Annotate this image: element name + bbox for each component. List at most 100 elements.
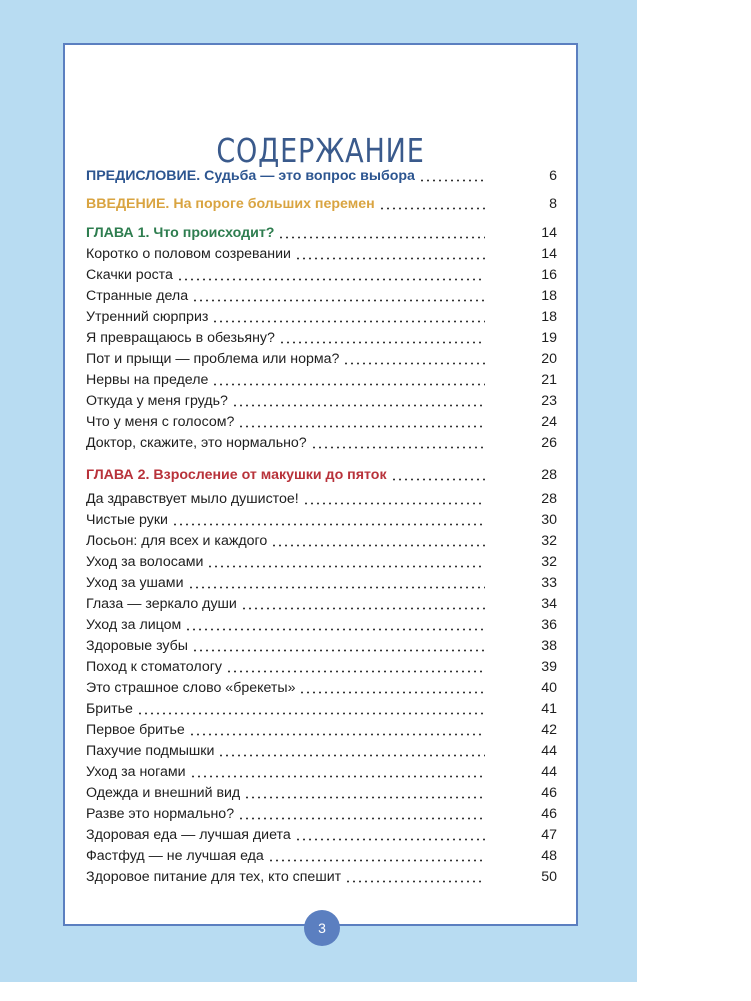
toc-entry[interactable]: Коротко о половом созревании 14 [86, 244, 557, 265]
leader-dots [278, 334, 485, 344]
page-ref: 28 [541, 467, 557, 483]
page-ref: 47 [541, 827, 557, 843]
toc-entry[interactable]: Что у меня с голосом? 24 [86, 412, 557, 433]
page-title: СОДЕРЖАНИЕ [216, 131, 425, 170]
entry-title: Здоровая еда — лучшая диета [86, 827, 291, 843]
toc-entry[interactable]: Утренний сюрприз 18 [86, 307, 557, 328]
toc-entry[interactable]: Первое бритье 42 [86, 720, 557, 741]
page-ref: 21 [541, 372, 557, 388]
page-ref: 33 [541, 575, 557, 591]
entry-title: Бритье [86, 701, 133, 717]
entry-title: Скачки роста [86, 267, 173, 283]
toc-entry[interactable]: Уход за ушами 33 [86, 573, 557, 594]
leader-dots [294, 250, 485, 260]
page-ref: 42 [541, 722, 557, 738]
heading-text: На пороге больших перемен [173, 196, 375, 212]
leader-dots [294, 831, 485, 841]
toc-entry[interactable]: Нервы на пределе 21 [86, 370, 557, 391]
toc-entry[interactable]: Бритье 41 [86, 699, 557, 720]
toc-entry[interactable]: Пот и прыщи — проблема или норма? 20 [86, 349, 557, 370]
toc-entry[interactable]: Да здравствует мыло душистое! 28 [86, 489, 557, 510]
toc-entry[interactable]: Пахучие подмышки 44 [86, 741, 557, 762]
toc-chapter-2[interactable]: ГЛАВА 2. Взросление от макушки до пяток 2… [86, 465, 557, 486]
toc-preface[interactable]: ПРЕДИСЛОВИЕ. Судьба — это вопрос выбора 6 [86, 166, 557, 187]
toc-entry[interactable]: Разве это нормально? 46 [86, 804, 557, 825]
page-ref: 26 [541, 435, 557, 451]
leader-dots [185, 621, 485, 631]
entry-title: Разве это нормально? [86, 806, 235, 822]
toc-entry[interactable]: Поход к стоматологу 39 [86, 657, 557, 678]
toc-entry[interactable]: Чистые руки 30 [86, 510, 557, 531]
entry-title: Уход за ушами [86, 575, 184, 591]
toc-entry[interactable]: Здоровое питание для тех, кто спешит 50 [86, 867, 557, 888]
heading-text: Взросление от макушки до пяток [153, 467, 387, 483]
toc-entry[interactable]: Откуда у меня грудь? 23 [86, 391, 557, 412]
heading-label: ВВЕДЕНИЕ. [86, 196, 170, 212]
leader-dots [225, 663, 485, 673]
entry-title: Пахучие подмышки [86, 743, 215, 759]
page-ref: 48 [541, 848, 557, 864]
page-ref: 28 [541, 491, 557, 507]
page-ref: 20 [541, 351, 557, 367]
toc-entry[interactable]: Уход за лицом 36 [86, 615, 557, 636]
leader-dots [212, 376, 485, 386]
page-ref: 40 [541, 680, 557, 696]
page-ref: 36 [541, 617, 557, 633]
page-ref: 14 [541, 246, 557, 262]
entry-title: Это страшное слово «брекеты» [86, 680, 296, 696]
page-ref: 8 [549, 196, 557, 212]
toc-entry[interactable]: Я превращаюсь в обезьяну? 19 [86, 328, 557, 349]
entry-title: Первое бритье [86, 722, 185, 738]
toc-entry[interactable]: Это страшное слово «брекеты» 40 [86, 678, 557, 699]
toc-entry[interactable]: Уход за ногами 44 [86, 762, 557, 783]
toc-entry[interactable]: Одежда и внешний вид 46 [86, 783, 557, 804]
page-ref: 24 [541, 414, 557, 430]
toc-entry[interactable]: Доктор, скажите, это нормально? 26 [86, 433, 557, 454]
leader-dots [212, 313, 485, 323]
leader-dots [271, 537, 485, 547]
toc-entry[interactable]: Уход за волосами 32 [86, 552, 557, 573]
entry-title: Откуда у меня грудь? [86, 393, 228, 409]
page-ref: 46 [541, 785, 557, 801]
entry-title: Нервы на пределе [86, 372, 209, 388]
page-ref: 34 [541, 596, 557, 612]
entry-title: Лосьон: для всех и каждого [86, 533, 268, 549]
page-ref: 50 [541, 869, 557, 885]
toc-entry[interactable]: Здоровая еда — лучшая диета 47 [86, 825, 557, 846]
leader-dots [238, 810, 485, 820]
toc-entry[interactable]: Глаза — зеркало души 34 [86, 594, 557, 615]
entry-title: Что у меня с голосом? [86, 414, 235, 430]
leader-dots [345, 873, 485, 883]
toc-chapter-1[interactable]: ГЛАВА 1. Что происходит? 14 [86, 223, 557, 244]
heading-label: ГЛАВА 2. [86, 467, 150, 483]
entry-title: Да здравствует мыло душистое! [86, 491, 299, 507]
leader-dots [207, 558, 485, 568]
leader-dots [310, 439, 485, 449]
leader-dots [218, 747, 485, 757]
page-ref: 44 [541, 743, 557, 759]
toc-entry[interactable]: Скачки роста 16 [86, 265, 557, 286]
entry-title: Странные дела [86, 288, 189, 304]
page-ref: 18 [541, 309, 557, 325]
page-ref: 6 [549, 168, 557, 184]
contents-frame: СОДЕРЖАНИЕ [63, 43, 578, 926]
heading-label: ПРЕДИСЛОВИЕ. [86, 168, 201, 184]
page-ref: 30 [541, 512, 557, 528]
toc-entry[interactable]: Лосьон: для всех и каждого 32 [86, 531, 557, 552]
toc-entry[interactable]: Фастфуд — не лучшая еда 48 [86, 846, 557, 867]
toc-introduction[interactable]: ВВЕДЕНИЕ. На пороге больших перемен 8 [86, 194, 557, 215]
entry-title: Коротко о половом созревании [86, 246, 291, 262]
entry-title: Здоровые зубы [86, 638, 189, 654]
entry-title: Одежда и внешний вид [86, 785, 241, 801]
entry-title: Пот и прыщи — проблема или норма? [86, 351, 340, 367]
toc-entry[interactable]: Странные дела 18 [86, 286, 557, 307]
leader-dots [187, 579, 485, 589]
leader-dots [189, 768, 485, 778]
page-ref: 16 [541, 267, 557, 283]
table-of-contents: ПРЕДИСЛОВИЕ. Судьба — это вопрос выбора 6… [86, 166, 557, 888]
entry-title: Здоровое питание для тех, кто спешит [86, 869, 342, 885]
toc-entry[interactable]: Здоровые зубы 38 [86, 636, 557, 657]
entry-title: Уход за волосами [86, 554, 204, 570]
heading-label: ГЛАВА 1. [86, 225, 150, 241]
leader-dots [171, 516, 485, 526]
